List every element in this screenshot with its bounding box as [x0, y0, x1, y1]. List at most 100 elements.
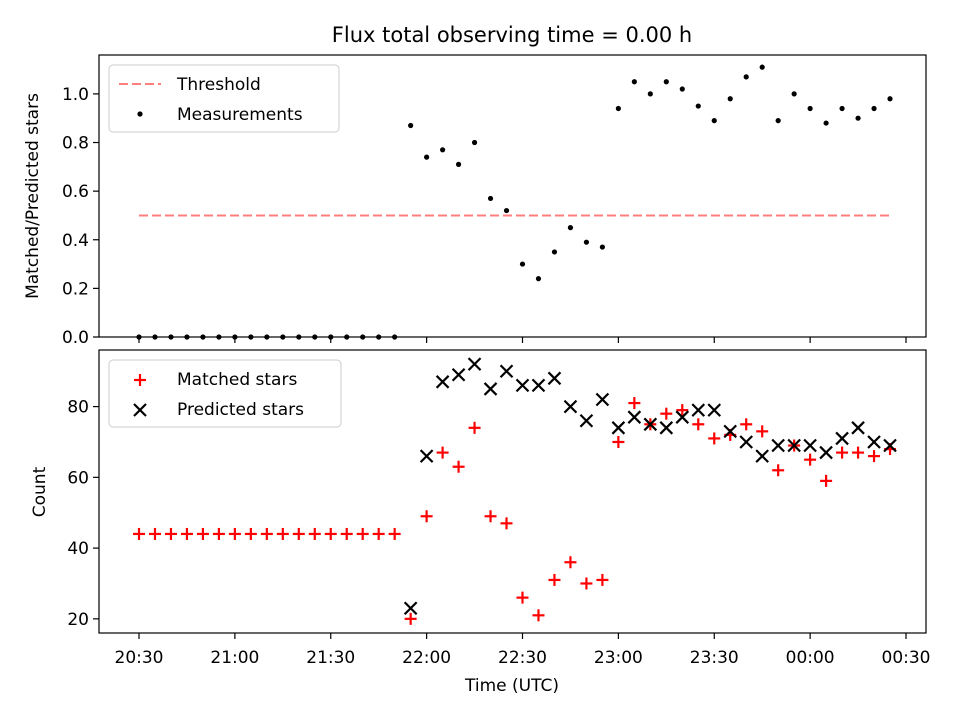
predicted-star-mark-b	[547, 371, 562, 386]
predicted-star-point	[691, 403, 706, 417]
predicted-star-point	[531, 378, 546, 393]
matched-star-point	[564, 556, 577, 569]
predicted-star-mark-b	[419, 449, 434, 463]
matched-star-point	[148, 527, 161, 540]
measurement-point	[424, 154, 430, 160]
measurement-point	[887, 96, 893, 102]
predicted-star-point	[707, 403, 722, 417]
matched-star-point	[292, 527, 305, 540]
measurement-point	[743, 74, 749, 80]
predicted-star-mark-b	[739, 435, 753, 449]
predicted-star-mark-b	[707, 403, 722, 417]
matched-star-point	[692, 418, 705, 431]
predicted-star-mark-b	[451, 367, 466, 382]
matched-star-point	[532, 609, 545, 622]
measurement-point	[503, 207, 510, 214]
measurement-point	[727, 96, 733, 102]
measurement-point	[535, 276, 542, 282]
predicted-star-mark-b	[403, 601, 418, 616]
predicted-star-mark-b	[627, 410, 642, 424]
bottom-x-tick-label: 21:30	[306, 648, 355, 668]
predicted-star-mark-b	[563, 399, 578, 414]
predicted-star-mark-b	[867, 435, 881, 449]
predicted-star-mark-b	[819, 445, 833, 460]
measurement-point	[663, 79, 669, 85]
predicted-star-point	[435, 375, 450, 389]
matched-star-point	[388, 527, 401, 540]
measurement-point	[599, 244, 605, 250]
predicted-star-mark-b	[675, 410, 690, 424]
count-series	[133, 357, 897, 625]
predicted-star-mark-b	[435, 375, 450, 389]
predicted-star-point	[787, 438, 801, 453]
bottom-y-tick-label: 60	[67, 468, 89, 488]
matched-legend-label: Matched stars	[177, 370, 297, 390]
predicted-star-point	[835, 431, 849, 446]
measurement-point	[807, 105, 813, 112]
predicted-star-point	[803, 438, 817, 453]
top-y-tick-label: 1.0	[62, 85, 89, 105]
matched-star-point	[212, 527, 225, 540]
matched-star-point	[340, 527, 353, 540]
matched-star-point	[324, 527, 337, 540]
predicted-star-point	[595, 392, 610, 407]
matched-star-point	[804, 453, 817, 466]
matched-star-point	[660, 407, 673, 420]
matched-star-point	[708, 432, 721, 445]
measurement-point	[567, 225, 574, 231]
measurement-point	[487, 195, 494, 202]
measurement-point	[679, 86, 685, 92]
measurement-point	[871, 105, 877, 112]
matched-star-point	[468, 421, 481, 434]
matched-star-point	[676, 404, 689, 417]
matched-star-point	[164, 527, 177, 540]
predicted-star-point	[643, 417, 658, 432]
predicted-legend-swatch	[133, 403, 147, 417]
matched-star-point	[228, 527, 241, 540]
measurement-point	[695, 103, 701, 109]
measurements-series	[136, 64, 893, 340]
measurement-point	[775, 118, 781, 124]
predicted-star-point	[659, 421, 674, 435]
matched-star-point	[484, 510, 497, 523]
matched-star-point	[836, 446, 849, 459]
predicted-star-point	[611, 421, 626, 435]
matched-star-point	[756, 425, 769, 438]
matched-star-point	[612, 435, 625, 448]
matched-star-point	[548, 573, 561, 586]
bottom-legend: Matched stars Predicted stars	[108, 359, 342, 428]
matched-star-point	[820, 474, 833, 487]
predicted-legend-label: Predicted stars	[177, 400, 304, 420]
predicted-star-point	[755, 449, 769, 463]
matched-star-point	[436, 446, 449, 459]
predicted-star-mark-b	[851, 421, 865, 435]
matched-star-point	[404, 612, 417, 625]
bottom-x-tick-label: 22:30	[498, 648, 547, 668]
predicted-star-mark-b	[467, 357, 482, 371]
measurement-point	[791, 91, 797, 97]
measurement-point	[631, 79, 637, 85]
top-y-tick-label: 0.0	[62, 328, 89, 348]
bottom-x-tick-label: 23:00	[594, 648, 643, 668]
predicted-star-point	[499, 364, 514, 379]
bottom-plot-frame	[98, 349, 927, 634]
measurements-legend-swatch	[137, 111, 143, 117]
matched-star-point	[868, 450, 881, 463]
predicted-star-mark-b	[579, 413, 594, 428]
bottom-legend-box	[108, 359, 342, 428]
predicted-star-mark-b	[771, 438, 785, 453]
bottom-y-tick-label: 20	[67, 610, 89, 630]
predicted-star-point	[483, 382, 498, 396]
measurement-point	[855, 115, 861, 121]
predicted-star-point	[419, 449, 434, 463]
predicted-star-point	[883, 438, 897, 453]
matched-star-point	[420, 510, 433, 523]
top-y-axis: 0.0 0.2 0.4 0.6 0.8 1.0	[62, 85, 99, 348]
measurement-point	[471, 139, 478, 146]
predicted-star-mark-b	[723, 424, 738, 439]
top-legend-box	[108, 64, 340, 133]
predicted-star-mark-b	[883, 438, 897, 453]
matched-star-point	[276, 527, 289, 540]
predicted-star-mark-b	[659, 421, 674, 435]
